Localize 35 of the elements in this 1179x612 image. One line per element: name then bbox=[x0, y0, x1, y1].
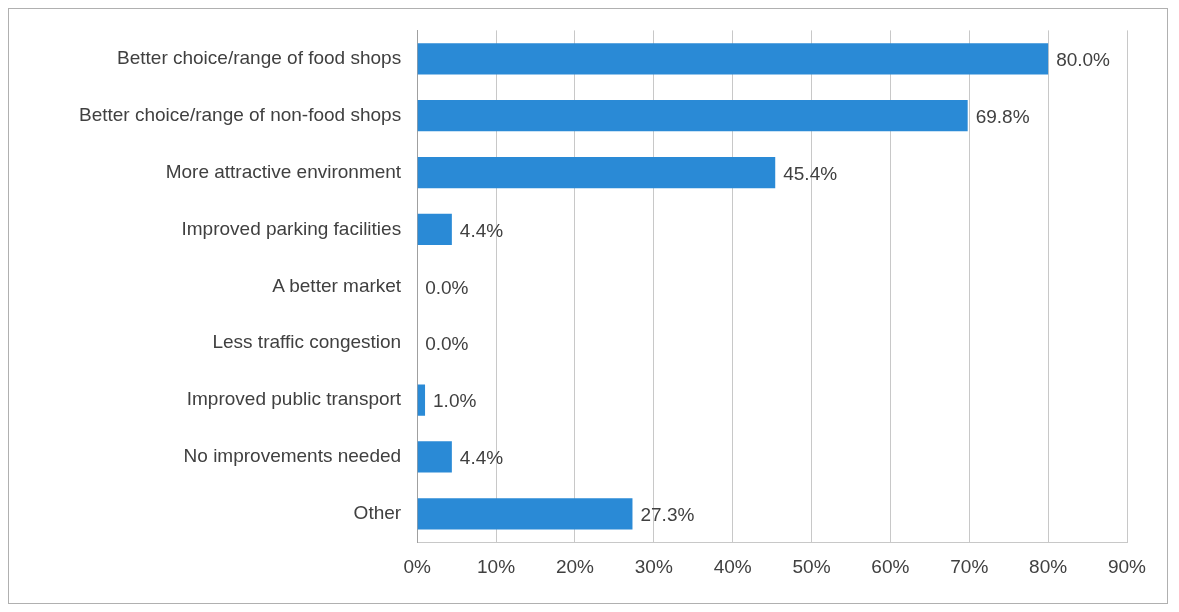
x-tick-label: 70% bbox=[950, 555, 989, 577]
data-label: 1.0% bbox=[433, 390, 477, 412]
x-tick-label: 80% bbox=[1029, 555, 1068, 577]
data-label: 69.8% bbox=[975, 105, 1030, 127]
data-label: 27.3% bbox=[640, 504, 695, 525]
bar bbox=[417, 156, 776, 189]
x-tick-label: 30% bbox=[634, 555, 673, 577]
data-label: 80.0% bbox=[1056, 49, 1111, 71]
y-tick-label: Other bbox=[353, 502, 402, 523]
data-label: 0.0% bbox=[425, 333, 469, 355]
x-tick-label: 10% bbox=[477, 555, 516, 577]
y-tick-label: Better choice/range of food shops bbox=[117, 47, 402, 69]
x-tick-label: 50% bbox=[792, 555, 831, 577]
y-tick-label: No improvements needed bbox=[183, 445, 402, 467]
data-label: 0.0% bbox=[425, 276, 469, 298]
bar bbox=[417, 213, 452, 246]
bar bbox=[417, 43, 1049, 75]
x-tick-label: 40% bbox=[713, 555, 752, 577]
y-tick-label: Less traffic congestion bbox=[212, 331, 402, 353]
x-tick-label: 20% bbox=[555, 555, 595, 577]
data-label: 4.4% bbox=[459, 447, 504, 469]
x-tick-label: 0% bbox=[403, 555, 431, 577]
data-label: 45.4% bbox=[783, 162, 838, 184]
y-tick-label: A better market bbox=[272, 274, 402, 296]
bar bbox=[417, 441, 452, 473]
x-tick-label: 60% bbox=[871, 555, 910, 577]
bar bbox=[417, 100, 968, 132]
x-tick-label: 90% bbox=[1107, 555, 1147, 577]
y-tick-label: Better choice/range of non-food shops bbox=[79, 103, 402, 125]
y-tick-label: Improved parking facilities bbox=[181, 217, 402, 239]
y-tick-label: More attractive environment bbox=[165, 160, 402, 182]
data-label: 4.4% bbox=[459, 219, 504, 241]
bar bbox=[417, 384, 426, 416]
y-tick-label: Improved public transport bbox=[186, 388, 402, 410]
bar bbox=[417, 498, 633, 530]
